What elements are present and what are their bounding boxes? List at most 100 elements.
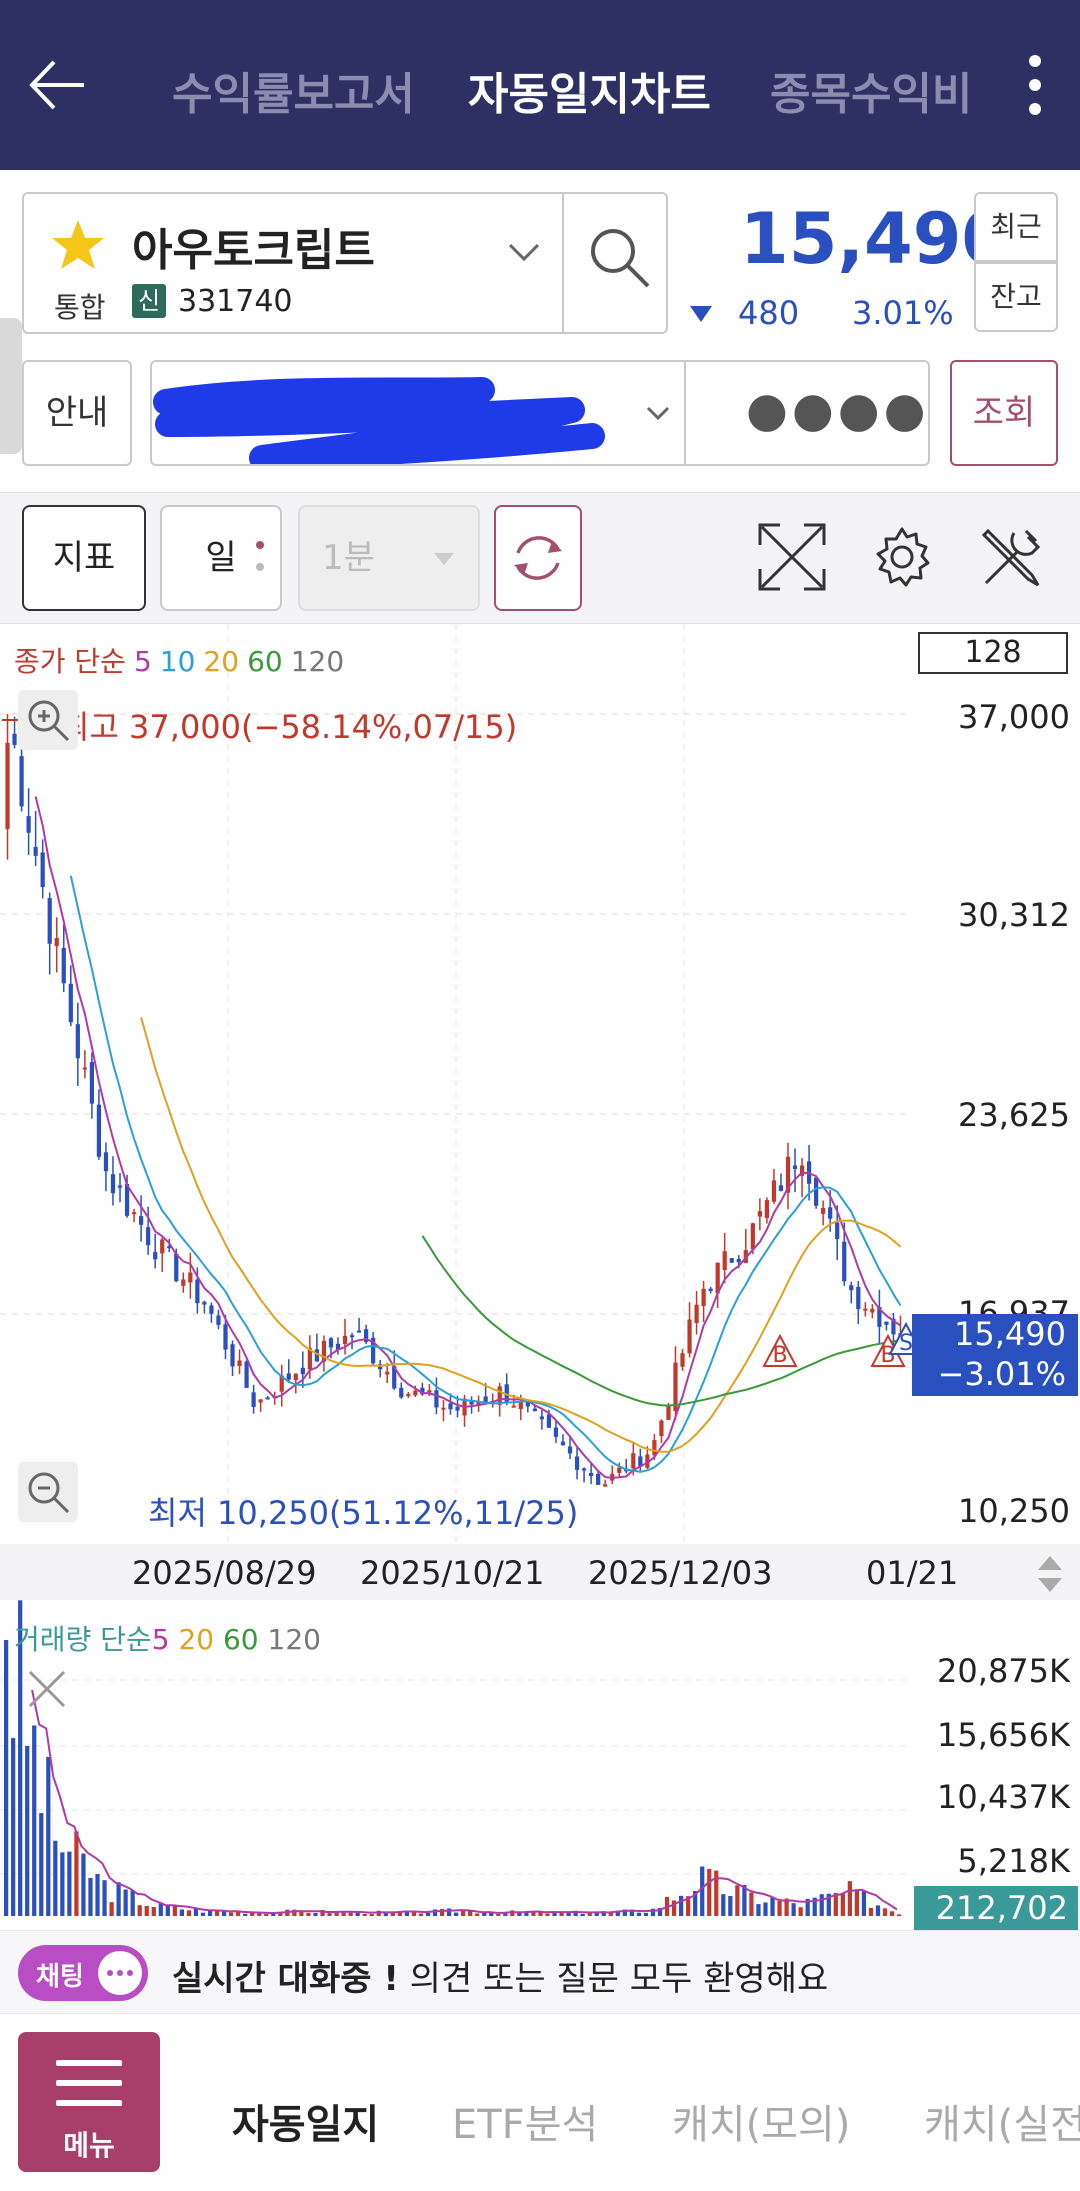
candle-body xyxy=(659,1420,664,1437)
candle-body xyxy=(778,1185,784,1191)
zoom-in-icon[interactable] xyxy=(18,690,78,750)
zoom-out-icon[interactable] xyxy=(18,1462,78,1522)
fullscreen-icon[interactable] xyxy=(754,519,830,595)
settings-gear-icon[interactable] xyxy=(864,519,940,595)
menu-button[interactable]: 메뉴 xyxy=(18,2032,160,2172)
candle-body xyxy=(202,1301,207,1305)
indicator-button[interactable]: 지표 xyxy=(22,505,146,611)
tools-icon[interactable] xyxy=(974,519,1050,595)
volume-bar xyxy=(271,1911,276,1916)
close-icon[interactable] xyxy=(22,1664,72,1714)
period-day-button[interactable]: 일 xyxy=(160,505,282,611)
volume-bar xyxy=(854,1890,859,1916)
candle-body xyxy=(638,1456,643,1467)
volume-bar xyxy=(151,1906,156,1916)
legend-label: 종가 단순 xyxy=(14,645,126,678)
back-arrow-icon[interactable] xyxy=(24,50,94,120)
volume-bar xyxy=(214,1911,220,1916)
nav-item-catch-mock[interactable]: 캐치(모의) xyxy=(672,2102,851,2148)
volume-bar xyxy=(81,1853,86,1916)
tab-auto-journal-chart[interactable]: 자동일지차트 xyxy=(468,69,711,120)
candle-body xyxy=(427,1390,432,1393)
legend-ma10: 10 xyxy=(159,645,196,678)
candle-body xyxy=(89,1062,94,1104)
candle-body xyxy=(139,1216,144,1225)
volume-bar xyxy=(257,1912,262,1916)
search-icon[interactable] xyxy=(586,224,652,290)
volume-bar xyxy=(193,1908,199,1916)
volume-bar xyxy=(383,1911,388,1916)
volume-bar xyxy=(650,1908,656,1916)
balance-button[interactable]: 잔고 xyxy=(974,262,1058,332)
candle-body xyxy=(891,1318,896,1335)
volume-bar xyxy=(355,1911,360,1916)
bottom-navigation: 메뉴 자동일지 ETF분석 캐치(모의) 캐치(실전 xyxy=(0,2014,1080,2191)
more-menu-icon[interactable] xyxy=(1020,55,1050,125)
refresh-icon xyxy=(514,536,562,580)
candle-body xyxy=(399,1387,404,1398)
chevron-down-icon[interactable] xyxy=(508,242,540,262)
volume-bar xyxy=(833,1893,838,1916)
top-header: 수익률보고서 자동일지차트 종목수익비 xyxy=(0,0,1080,170)
query-button[interactable]: 조회 xyxy=(950,360,1058,466)
candle-body xyxy=(553,1427,559,1437)
candle-count-box[interactable]: 128 xyxy=(918,632,1068,674)
volume-ma-line xyxy=(31,1689,898,1915)
volume-bar xyxy=(454,1912,459,1916)
volume-chart[interactable] xyxy=(0,1600,1080,1930)
volume-bar xyxy=(446,1908,452,1916)
nav-item-auto-journal[interactable]: 자동일지 xyxy=(232,2102,380,2148)
candle-body xyxy=(75,1024,80,1059)
account-select[interactable] xyxy=(150,360,686,466)
volume-bar xyxy=(826,1893,831,1916)
candle-body xyxy=(195,1279,200,1304)
volume-bar xyxy=(172,1905,177,1916)
chat-banner[interactable]: 채팅 실시간 대화중 ! 의견 또는 질문 모두 환영해요 xyxy=(0,1930,1080,2014)
legend-vma5: 5 xyxy=(151,1623,170,1656)
updown-arrows-icon[interactable] xyxy=(1030,1552,1070,1596)
chat-badge[interactable]: 채팅 xyxy=(18,1945,148,2001)
volume-bar xyxy=(186,1910,192,1916)
nav-item-etf-analysis[interactable]: ETF분석 xyxy=(452,2102,599,2148)
volume-bar xyxy=(777,1900,782,1916)
candle-body xyxy=(258,1399,263,1403)
legend-ma5: 5 xyxy=(133,645,152,678)
volume-bar xyxy=(503,1912,508,1916)
candle-body xyxy=(420,1387,425,1395)
nav-item-catch-real[interactable]: 캐치(실전 xyxy=(924,2102,1080,2148)
current-price-tag: 15,490 −3.01% xyxy=(912,1314,1078,1396)
tab-profit-report[interactable]: 수익률보고서 xyxy=(172,69,415,120)
volume-bar xyxy=(482,1912,487,1916)
volume-bar xyxy=(559,1912,564,1916)
volume-bar xyxy=(95,1874,100,1916)
password-field[interactable]: ●●●● xyxy=(684,360,930,466)
legend-label: 거래량 단순 xyxy=(14,1623,152,1656)
favorite-star-icon[interactable] xyxy=(48,216,108,276)
minute-select[interactable]: 1분 xyxy=(298,505,480,611)
volume-bar xyxy=(25,1745,30,1916)
recent-button[interactable]: 최근 xyxy=(974,192,1058,262)
x-axis-label: 01/21 xyxy=(866,1554,959,1592)
volume-bar xyxy=(418,1913,424,1916)
candle-body xyxy=(392,1365,397,1389)
x-axis-label: 2025/12/03 xyxy=(588,1554,773,1592)
candle-body xyxy=(96,1104,102,1157)
refresh-button[interactable] xyxy=(494,505,582,611)
y-axis-label: 37,000 xyxy=(958,698,1070,736)
tab-stock-profit[interactable]: 종목수익비 xyxy=(770,69,973,120)
volume-bar xyxy=(60,1852,65,1916)
candle-body xyxy=(652,1440,657,1456)
candle-body xyxy=(863,1308,868,1311)
guide-button[interactable]: 안내 xyxy=(22,360,132,466)
volume-bar xyxy=(4,1640,9,1916)
hamburger-icon xyxy=(56,2060,122,2120)
volume-bar xyxy=(735,1885,740,1916)
volume-bar xyxy=(313,1912,318,1916)
volume-y-label: 20,875K xyxy=(937,1652,1070,1690)
stock-selector[interactable]: 아우토크립트 통합 신 331740 xyxy=(22,192,668,334)
side-drawer-handle[interactable] xyxy=(0,318,22,454)
divider xyxy=(562,194,564,332)
candle-body xyxy=(244,1361,249,1388)
